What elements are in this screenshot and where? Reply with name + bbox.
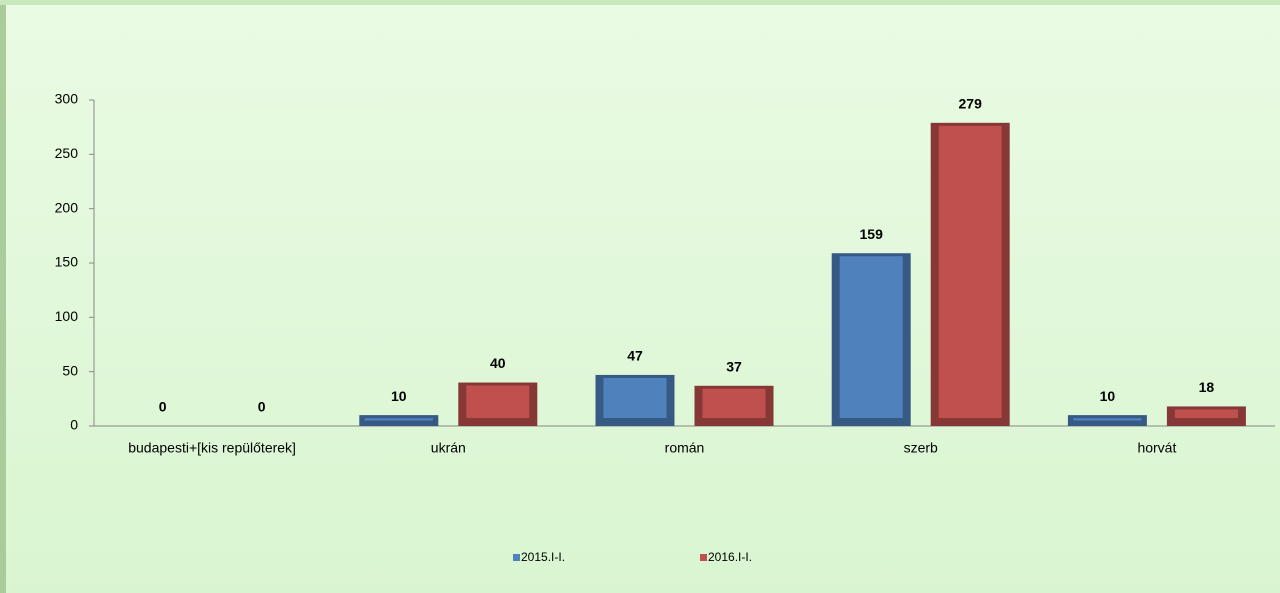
y-tick-label: 50 <box>62 362 78 378</box>
x-tick-label: budapesti+[kis repülőterek] <box>128 440 296 456</box>
y-tick-label: 150 <box>55 254 79 270</box>
data-label: 279 <box>959 96 983 112</box>
data-label: 159 <box>860 226 884 242</box>
data-label: 0 <box>258 399 266 415</box>
y-tick-label: 200 <box>55 199 79 215</box>
data-label: 18 <box>1199 379 1215 395</box>
frame-edge <box>0 0 1280 5</box>
x-tick-label: román <box>665 440 705 456</box>
legend-swatch <box>513 554 520 561</box>
bar-face <box>1174 409 1238 418</box>
bar-face <box>839 256 903 418</box>
data-label: 47 <box>627 348 643 364</box>
x-tick-label: horvát <box>1137 440 1176 456</box>
y-tick-label: 300 <box>55 91 79 107</box>
frame-edge <box>0 0 6 593</box>
data-label: 10 <box>391 388 407 404</box>
y-tick-label: 100 <box>55 308 79 324</box>
data-label: 37 <box>726 358 742 374</box>
legend-label: 2015.I-I. <box>521 550 565 564</box>
data-label: 40 <box>490 355 506 371</box>
data-label: 10 <box>1100 388 1116 404</box>
legend-label: 2016.I-I. <box>708 550 752 564</box>
x-tick-label: ukrán <box>431 440 466 456</box>
bar-face <box>603 377 667 418</box>
x-tick-label: szerb <box>904 440 938 456</box>
bar-face <box>938 125 1002 418</box>
y-tick-label: 250 <box>55 145 79 161</box>
y-tick-label: 0 <box>70 417 78 433</box>
bar-face <box>702 388 766 418</box>
bar-face <box>1073 418 1142 421</box>
legend-swatch <box>700 554 707 561</box>
bar-face <box>466 385 530 418</box>
data-label: 0 <box>159 399 167 415</box>
bar-face <box>364 418 433 421</box>
